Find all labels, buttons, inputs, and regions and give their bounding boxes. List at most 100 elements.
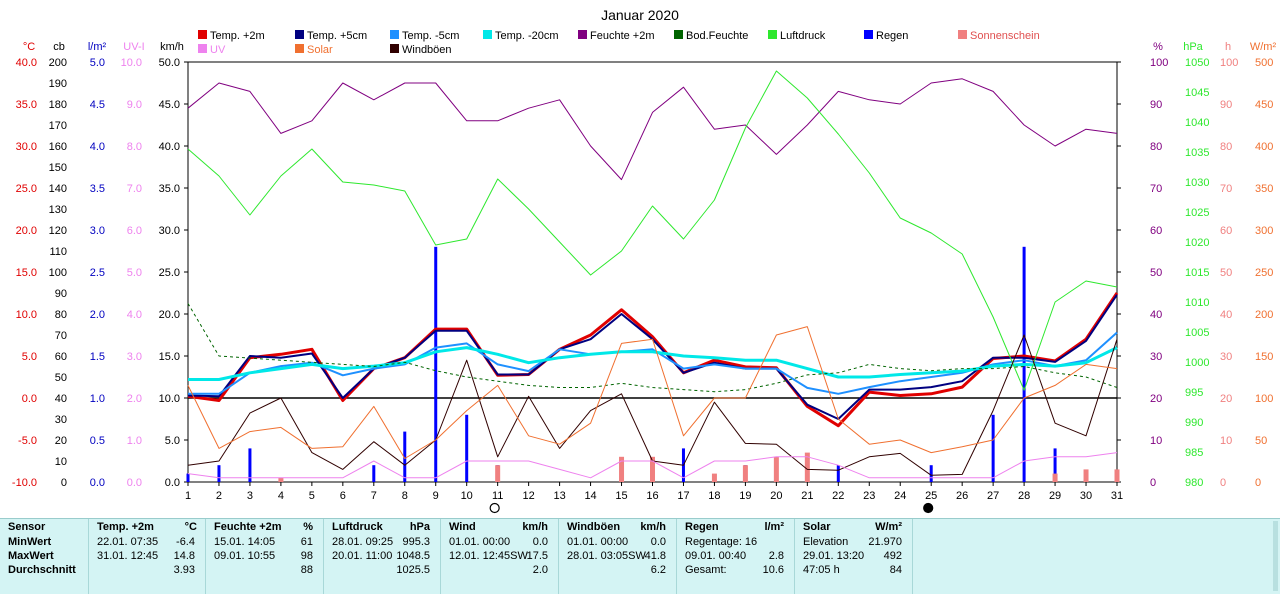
- stat-regen-unit: l/m²: [764, 521, 784, 533]
- axis-unit-label: UV-I: [123, 41, 144, 53]
- stat-sensor-min: MinWert: [8, 536, 52, 548]
- stat-solar-row1: Elevation: [803, 536, 849, 548]
- y-tick-label: 0.5: [90, 435, 105, 447]
- stat-feuchte-avg-val: 88: [300, 564, 313, 576]
- stat-wind-max-val: 17.5: [526, 550, 548, 562]
- y-tick-label: 0.0: [90, 477, 105, 489]
- y-tick-label: 10.0: [159, 393, 180, 405]
- y-tick-label: 6.0: [127, 225, 142, 237]
- stat-luftdruck-min-time: 28.01. 09:25: [332, 536, 394, 548]
- y-tick-label: 160: [49, 141, 67, 153]
- legend-label: Sonnenschein: [970, 30, 1040, 42]
- y-tick-label: 0: [61, 477, 67, 489]
- stat-feuchte-max-val: 98: [300, 550, 313, 562]
- legend-label: Temp. +2m: [210, 30, 265, 42]
- y-tick-label: 80: [55, 309, 67, 321]
- x-tick-label: 11: [492, 490, 503, 502]
- bar-regen: [186, 473, 190, 482]
- statistics-panel: Sensor MinWert MaxWert Durchschnitt Temp…: [0, 518, 1280, 594]
- stat-solar-head: Solar: [803, 521, 831, 533]
- y-tick-label: 1010: [1185, 297, 1209, 309]
- y-tick-label: 10.0: [16, 309, 37, 321]
- axis-unit-label: %: [1153, 41, 1163, 53]
- bar-regen: [465, 414, 469, 482]
- y-tick-label: 50: [1255, 435, 1267, 447]
- bar-regen: [248, 448, 252, 482]
- legend-swatch: [198, 30, 207, 39]
- legend-swatch: [390, 30, 399, 39]
- x-tick-label: 16: [646, 490, 658, 502]
- y-tick-label: 50: [55, 372, 67, 384]
- y-tick-label: 0.0: [22, 393, 37, 405]
- stat-solar-row3-val: 84: [889, 564, 902, 576]
- x-tick-label: 31: [1111, 490, 1123, 502]
- y-tick-label: 90: [1150, 99, 1162, 111]
- x-tick-label: 10: [461, 490, 473, 502]
- bar-regen: [217, 465, 221, 482]
- x-tick-label: 23: [863, 490, 875, 502]
- y-tick-label: 1.0: [90, 393, 105, 405]
- bar-regen: [403, 431, 407, 482]
- stat-wind: Wind km/h 01.01. 00:00 0.0 12.01. 12:45SW 1…: [441, 519, 559, 594]
- stat-feuchte-min-time: 15.01. 14:05: [214, 536, 276, 548]
- axis-unit-label: km/h: [160, 41, 184, 53]
- stat-sensor: Sensor MinWert MaxWert Durchschnitt: [0, 519, 89, 594]
- plot-area: [187, 61, 1118, 483]
- stat-temp-unit: °C: [184, 521, 197, 533]
- stat-boeen: Windböen km/h 01.01. 00:00 0.0 28.01. 03:0…: [559, 519, 677, 594]
- stat-feuchte-unit: %: [303, 521, 313, 533]
- bar-sonnenschein: [773, 456, 779, 482]
- y-tick-label: 980: [1185, 477, 1203, 489]
- y-tick-label: 50.0: [159, 57, 180, 69]
- y-tick-label: 30.0: [159, 225, 180, 237]
- stat-boeen-max-val: 41.8: [644, 550, 666, 562]
- y-tick-label: 1030: [1185, 177, 1209, 189]
- x-tick-label: 22: [832, 490, 844, 502]
- y-tick-label: 1035: [1185, 147, 1209, 159]
- stat-sensor-avg: Durchschnitt: [8, 564, 76, 576]
- y-tick-label: 40: [1220, 309, 1232, 321]
- bar-regen: [836, 465, 840, 482]
- stat-luftdruck-min-val: 995.3: [402, 536, 430, 548]
- series-line-temp-5cm: [188, 331, 1118, 395]
- stat-solar-unit: W/m²: [875, 521, 902, 533]
- legend-swatch: [674, 30, 683, 39]
- y-tick-label: -10.0: [12, 477, 37, 489]
- stat-wind-avg-val: 2.0: [532, 564, 548, 576]
- chart-title: Januar 2020: [601, 7, 679, 23]
- x-tick-label: 30: [1080, 490, 1092, 502]
- y-tick-label: 140: [49, 183, 67, 195]
- x-tick-label: 9: [433, 490, 439, 502]
- x-tick-label: 3: [247, 490, 253, 502]
- x-tick-label: 20: [770, 490, 782, 502]
- legend-label: Regen: [876, 30, 908, 42]
- y-tick-label: 130: [49, 204, 67, 216]
- y-tick-label: 50: [1220, 267, 1232, 279]
- stat-luftdruck-max-val: 1048.5: [396, 550, 430, 562]
- y-tick-label: 20.0: [159, 309, 180, 321]
- x-tick-label: 5: [309, 490, 315, 502]
- stat-boeen-head: Windböen: [567, 521, 621, 533]
- x-tick-label: 29: [1049, 490, 1061, 502]
- x-tick-label: 13: [553, 490, 565, 502]
- y-tick-label: -5.0: [18, 435, 37, 447]
- legend-swatch: [768, 30, 777, 39]
- stats-scrollbar[interactable]: [1273, 521, 1278, 591]
- series-line-windb-en: [187, 334, 1118, 476]
- stat-regen-head: Regen: [685, 521, 719, 533]
- stat-luftdruck-max-time: 20.01. 11:00: [332, 550, 393, 562]
- y-tick-label: 30: [1150, 351, 1162, 363]
- y-tick-label: 1015: [1185, 267, 1209, 279]
- series-line-bod-feuchte: [187, 303, 1118, 393]
- y-tick-label: 50: [1150, 267, 1162, 279]
- y-tick-label: 5.0: [165, 435, 180, 447]
- series-line-temp-5cm: [187, 294, 1118, 420]
- x-tick-label: 27: [987, 490, 999, 502]
- y-tick-label: 995: [1185, 387, 1203, 399]
- legend-label: Bod.Feuchte: [686, 30, 748, 42]
- x-tick-label: 18: [708, 490, 720, 502]
- series-line-luftdruck: [187, 70, 1118, 391]
- x-tick-label: 6: [340, 490, 346, 502]
- bar-sonnenschein: [278, 477, 284, 482]
- y-tick-label: 180: [49, 99, 67, 111]
